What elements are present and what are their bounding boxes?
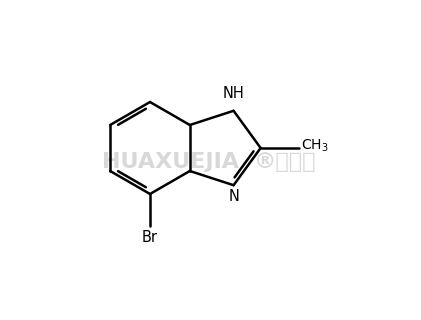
Text: N: N [228,189,239,204]
Text: ®化学加: ®化学加 [254,152,316,172]
Text: Br: Br [142,230,158,245]
Text: CH$_3$: CH$_3$ [301,138,328,154]
Text: NH: NH [223,86,245,101]
Text: HUAXUEJIA: HUAXUEJIA [101,152,239,172]
